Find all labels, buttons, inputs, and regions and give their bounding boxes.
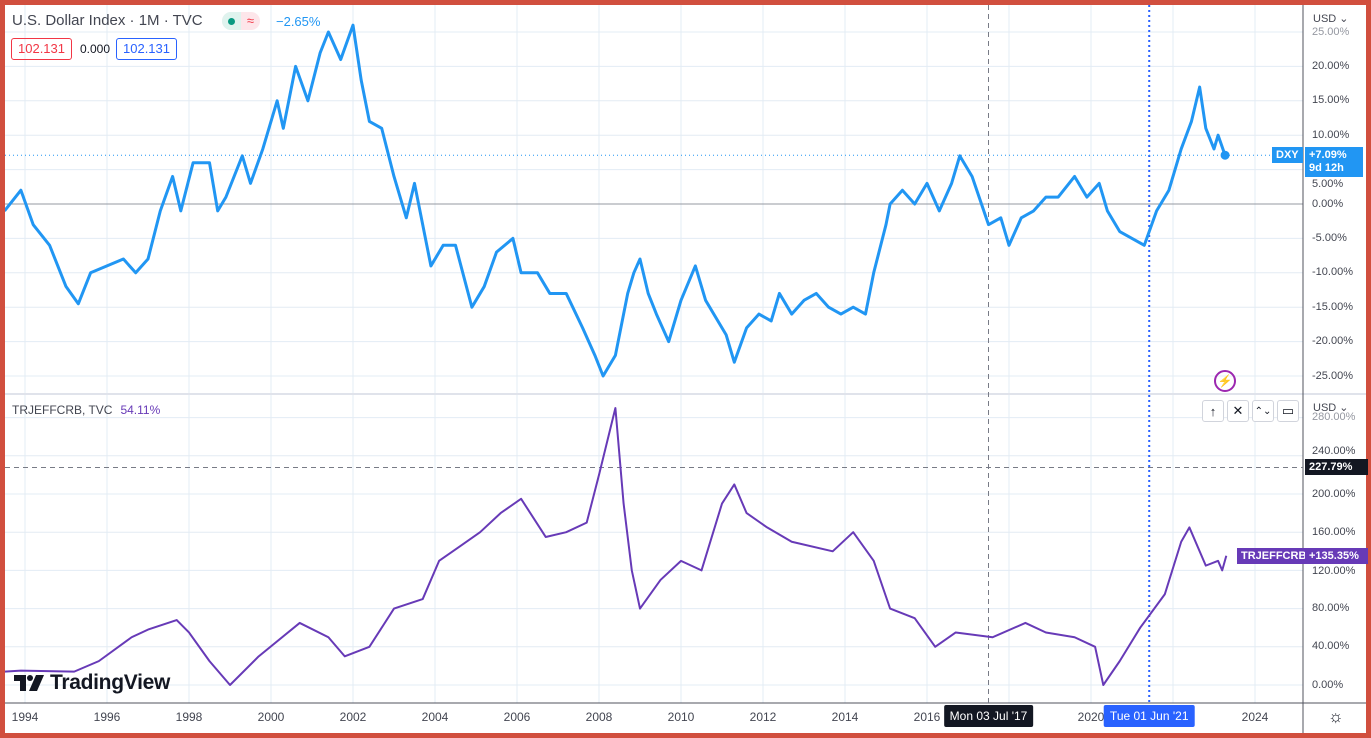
symbol-title[interactable]: U.S. Dollar Index · 1M · TVC [12, 12, 203, 29]
lightning-icon[interactable]: ⚡ [1214, 370, 1236, 392]
x-tick-label: 1998 [175, 710, 203, 724]
x-tick-label: 2020 [1077, 710, 1105, 724]
x-tick-label: 2006 [503, 710, 531, 724]
x-tick-label: 2014 [831, 710, 859, 724]
y-tick-label-top: 15.00% [1312, 94, 1350, 107]
secondary-change: 54.11% [120, 403, 161, 417]
tradingview-logo: TradingView [14, 671, 170, 695]
y-tick-label-top: -25.00% [1312, 369, 1353, 382]
market-open-icon [222, 12, 241, 30]
x-tick-label: 2024 [1241, 710, 1269, 724]
x-tick-label: 2008 [585, 710, 613, 724]
tv-logo-icon [14, 675, 44, 691]
crb-series-tag: TRJEFFCRB [1237, 547, 1311, 564]
x-tick-label: 2002 [339, 710, 367, 724]
y-tick-label-top: 10.00% [1312, 128, 1350, 141]
secondary-legend[interactable]: TRJEFFCRB, TVC 54.11% [12, 403, 160, 417]
currency-selector-bottom[interactable]: USD ⌄ [1313, 402, 1349, 414]
sell-price[interactable]: 102.131 [11, 38, 72, 60]
secondary-title: TRJEFFCRB, TVC [12, 403, 113, 417]
move-pane-up-button[interactable]: ↑ [1202, 400, 1224, 422]
y-tick-label-bottom: 200.00% [1312, 487, 1356, 500]
crosshair-date-tag: Mon 03 Jul '17 [943, 705, 1034, 727]
spread-value: 0.000 [80, 42, 111, 56]
y-tick-label-bottom: 240.00% [1312, 445, 1356, 458]
x-tick-label: 2010 [667, 710, 695, 724]
approx-icon: ≈ [246, 13, 255, 28]
y-tick-label-top: -10.00% [1312, 266, 1353, 279]
x-tick-label: 2004 [421, 710, 449, 724]
y-tick-label-bottom: 280.00% [1312, 411, 1356, 424]
settings-gear-icon[interactable]: ☼ [1328, 707, 1344, 726]
close-pane-button[interactable]: ✕ [1227, 400, 1249, 422]
y-tick-label-top: 0.00% [1312, 197, 1344, 210]
collapse-pane-button[interactable]: ⌃⌄ [1252, 400, 1274, 422]
crb-price-tag: +135.35% [1305, 547, 1368, 564]
maximize-pane-button[interactable]: ▭ [1277, 400, 1299, 422]
y-tick-label-top: -5.00% [1312, 231, 1347, 244]
y-tick-label-bottom: 120.00% [1312, 564, 1356, 577]
y-tick-label-top: -15.00% [1312, 300, 1353, 313]
dxy-last-point [1220, 150, 1230, 160]
y-tick-label-bottom: 80.00% [1312, 602, 1350, 615]
dxy-series-line [3, 23, 1227, 378]
market-status[interactable]: ≈ [222, 12, 260, 30]
crb-series-line [4, 407, 1228, 686]
currency-selector-top[interactable]: USD ⌄ [1313, 13, 1349, 25]
dxy-series-tag: DXY [1272, 147, 1303, 164]
y-tick-label-top: 25.00% [1312, 25, 1350, 38]
y-tick-label-bottom: 0.00% [1312, 678, 1344, 691]
crosshair-price-tag: 227.79% [1305, 459, 1368, 476]
x-tick-label: 2012 [749, 710, 777, 724]
dxy-price-tag: +7.09% 9d 12h [1305, 147, 1363, 178]
y-tick-label-bottom: 40.00% [1312, 640, 1350, 653]
y-tick-label-top: 5.00% [1312, 178, 1344, 191]
x-tick-label: 2016 [913, 710, 941, 724]
y-tick-label-bottom: 160.00% [1312, 525, 1356, 538]
x-tick-label: 1994 [11, 710, 39, 724]
y-tick-label-top: 20.00% [1312, 59, 1350, 72]
selected-date-tag: Tue 01 Jun '21 [1103, 705, 1195, 727]
y-tick-label-top: -20.00% [1312, 335, 1353, 348]
x-tick-label: 2000 [257, 710, 285, 724]
buy-price[interactable]: 102.131 [116, 38, 177, 60]
symbol-change: −2.65% [276, 14, 321, 29]
x-tick-label: 1996 [93, 710, 121, 724]
logo-text: TradingView [50, 671, 171, 694]
